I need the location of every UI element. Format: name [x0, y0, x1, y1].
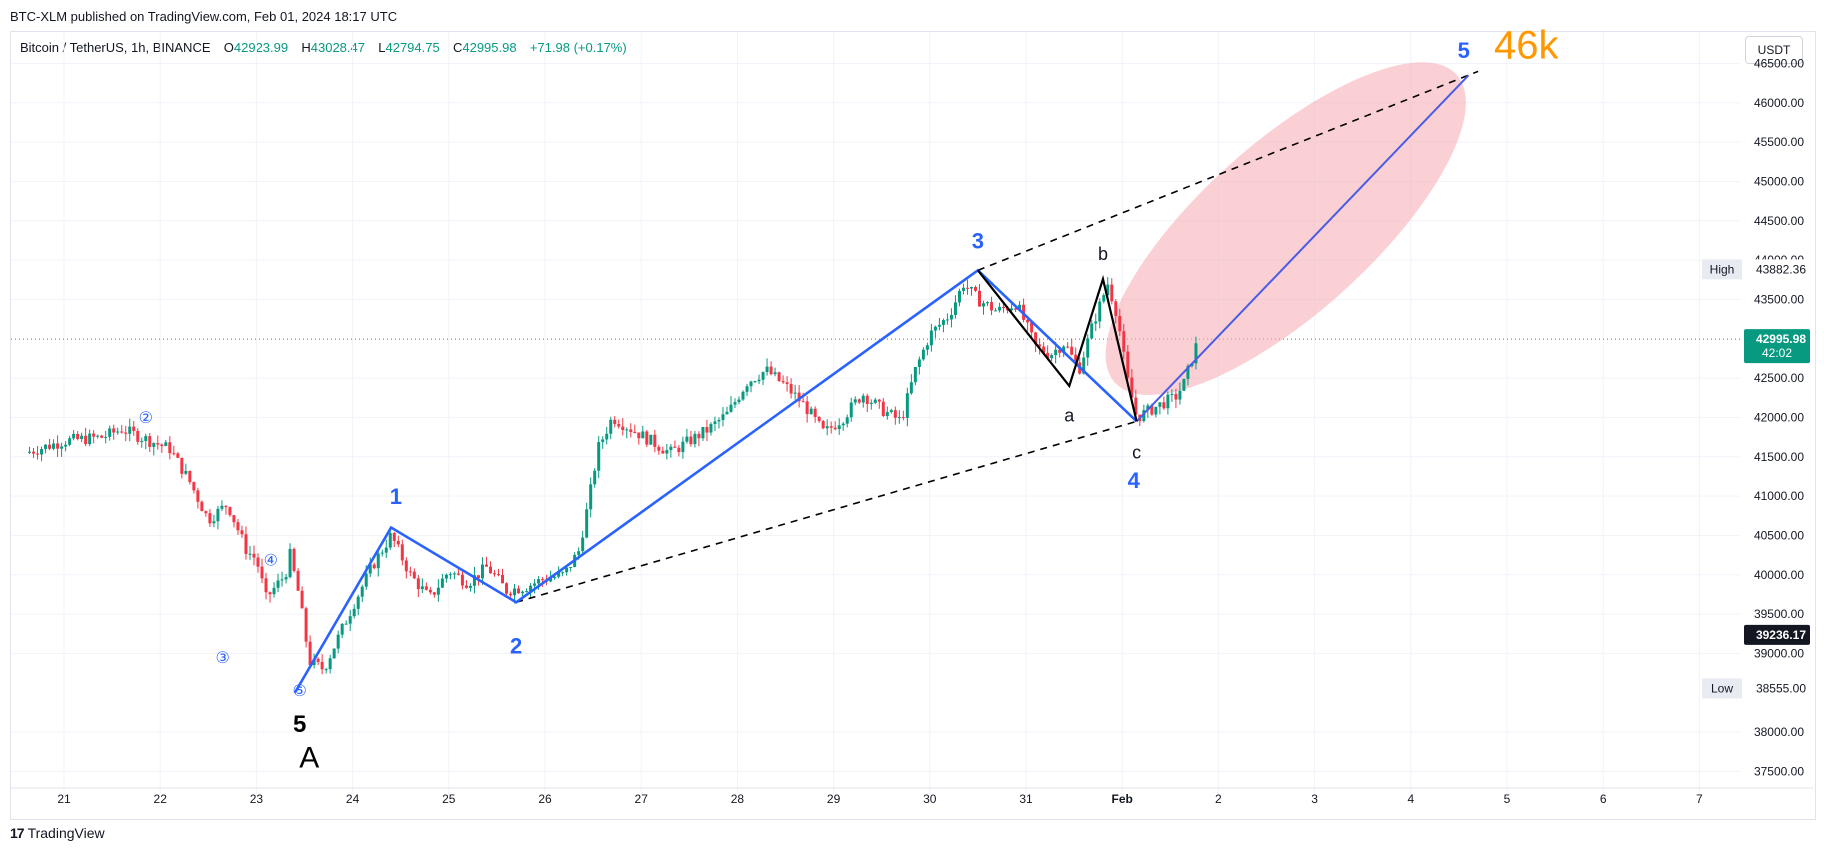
- chart-frame[interactable]: [10, 31, 1816, 820]
- close-label: C: [452, 40, 463, 55]
- low-value: 42794.75: [385, 40, 440, 55]
- high-label: H: [301, 40, 311, 55]
- tradingview-logo[interactable]: 17 TradingView: [10, 825, 105, 841]
- tradingview-logo-text: TradingView: [27, 825, 105, 841]
- change-value: +71.98 (+0.17%): [529, 40, 627, 55]
- currency-button[interactable]: USDT: [1745, 36, 1803, 64]
- open-label: O: [223, 40, 234, 55]
- close-value: 42995.98: [462, 40, 517, 55]
- published-caption: BTC-XLM published on TradingView.com, Fe…: [10, 9, 398, 24]
- ohlc-legend: Bitcoin / TetherUS, 1h, BINANCE O42923.9…: [20, 40, 627, 55]
- symbol-title[interactable]: Bitcoin / TetherUS, 1h, BINANCE: [20, 40, 211, 55]
- tradingview-logo-icon: 17: [10, 825, 25, 841]
- high-value: 43028.47: [310, 40, 365, 55]
- open-value: 42923.99: [233, 40, 289, 55]
- low-label: L: [378, 40, 386, 55]
